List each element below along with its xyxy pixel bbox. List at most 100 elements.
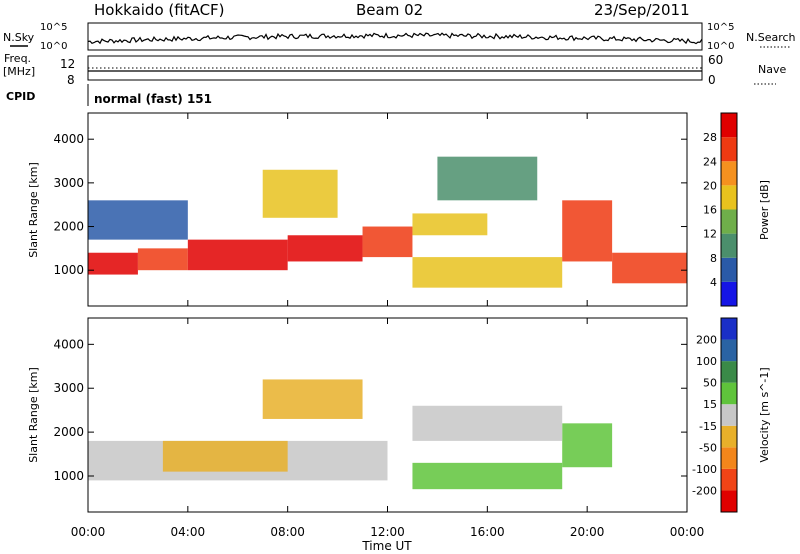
velocity-panel-frame	[87, 317, 688, 513]
colorbar-swatch	[721, 281, 737, 306]
velocity-region	[562, 423, 613, 468]
velocity-colorbar: 200 100 50 15 -15 -50 -100 -200	[692, 317, 738, 513]
velocity-y-label: Slant Range [km]	[27, 367, 40, 463]
x-tick-label: 12:00	[370, 525, 405, 539]
noise-sky-line	[87, 32, 703, 45]
colorbar-swatch	[721, 361, 737, 383]
cpid-label: CPID	[6, 90, 35, 103]
noise-trace	[87, 32, 703, 45]
x-tick-label: 20:00	[570, 525, 605, 539]
nave-axis-bottom: 0	[708, 73, 716, 87]
power-colorbar-label: Power [dB]	[758, 180, 771, 240]
y-tick-label: 4000	[53, 337, 84, 351]
power-region	[187, 239, 288, 271]
power-colorbar-tick: 16	[703, 204, 717, 217]
y-tick-label: 3000	[53, 176, 84, 190]
x-tick-label: 08:00	[270, 525, 305, 539]
noise-axis-top-right: 10^5	[707, 22, 734, 33]
date-title: 23/Sep/2011	[594, 1, 690, 19]
velocity-colorbar-tick: -100	[692, 463, 717, 476]
velocity-colorbar-label: Velocity [m s^-1]	[758, 367, 771, 462]
velocity-colorbar-tick: -15	[699, 420, 717, 433]
x-tick-label: 16:00	[470, 525, 505, 539]
y-tick-label: 1000	[53, 469, 84, 483]
y-tick-label: 2000	[53, 220, 84, 234]
velocity-colorbar-tick: 15	[703, 398, 717, 411]
nsky-label: N.Sky	[3, 31, 35, 44]
power-y-axis: 1000 2000 3000 4000	[53, 132, 687, 277]
colorbar-swatch	[721, 404, 737, 426]
power-region	[562, 200, 613, 262]
power-colorbar-tick: 24	[703, 155, 717, 168]
noise-axis-bottom-right: 10^0	[707, 41, 734, 52]
velocity-colorbar-tick: -50	[699, 441, 717, 454]
power-region	[412, 257, 563, 288]
freq-axis-bottom: 8	[67, 73, 75, 87]
power-colorbar-tick: 8	[710, 252, 717, 265]
nave-axis-top: 60	[708, 53, 723, 67]
nsearch-label: N.Search	[746, 31, 796, 44]
colorbar-swatch	[721, 209, 737, 234]
freq-label: Freq.	[4, 52, 31, 65]
velocity-region	[412, 405, 563, 441]
velocity-data	[88, 379, 613, 490]
velocity-region	[262, 379, 363, 419]
colorbar-swatch	[721, 113, 737, 138]
station-title: Hokkaido (fitACF)	[94, 1, 225, 19]
noise-axis-bottom-left: 10^0	[40, 41, 67, 52]
freq-axis-top: 12	[60, 57, 75, 71]
colorbar-swatch	[721, 318, 737, 340]
power-region	[412, 213, 488, 236]
velocity-colorbar-tick: 200	[696, 334, 717, 347]
power-y-label: Slant Range [km]	[27, 162, 40, 258]
colorbar-swatch	[721, 490, 737, 512]
y-tick-label: 1000	[53, 263, 84, 277]
power-data	[88, 156, 687, 288]
power-region	[287, 235, 363, 262]
x-tick-label: 00:00	[670, 525, 705, 539]
time-axis: 00:00 04:00 08:00 12:00 16:00 20:00 00:00	[71, 113, 705, 539]
y-tick-label: 4000	[53, 132, 84, 146]
power-region	[137, 248, 188, 271]
power-colorbar-tick: 20	[703, 179, 717, 192]
velocity-colorbar-tick: -200	[692, 484, 717, 497]
colorbar-swatch	[721, 447, 737, 469]
power-region	[612, 252, 687, 284]
time-axis-label: Time UT	[361, 539, 412, 553]
colorbar-swatch	[721, 161, 737, 186]
power-colorbar-tick: 28	[703, 131, 717, 144]
velocity-region	[412, 462, 563, 490]
velocity-y-axis: 1000 2000 3000 4000	[53, 337, 687, 483]
freq-unit-label: [MHz]	[3, 65, 35, 78]
power-region	[262, 169, 338, 218]
power-region	[88, 252, 138, 275]
y-tick-label: 3000	[53, 381, 84, 395]
velocity-colorbar-tick: 100	[696, 355, 717, 368]
nave-label: Nave	[758, 63, 786, 76]
beam-title: Beam 02	[356, 1, 423, 19]
colorbar-frame	[720, 112, 738, 307]
colorbar-swatch	[721, 257, 737, 282]
x-tick-label: 00:00	[71, 525, 106, 539]
colorbar-swatch	[721, 137, 737, 162]
velocity-colorbar-tick: 50	[703, 377, 717, 390]
colorbar-swatch	[721, 425, 737, 448]
power-region	[88, 200, 188, 240]
noise-axis-top-left: 10^5	[40, 22, 67, 33]
x-tick-label: 04:00	[171, 525, 206, 539]
velocity-region	[162, 440, 288, 472]
colorbar-frame	[720, 317, 738, 513]
y-tick-label: 2000	[53, 425, 84, 439]
power-region	[437, 156, 538, 201]
power-colorbar: 4 8 12 16 20 24 28	[703, 112, 738, 307]
cpid-text: normal (fast) 151	[94, 92, 212, 106]
colorbar-swatch	[721, 468, 737, 491]
colorbar-swatch	[721, 233, 737, 258]
noise-panel-frame	[87, 22, 703, 51]
power-region	[362, 226, 413, 258]
power-colorbar-tick: 12	[703, 228, 717, 241]
colorbar-swatch	[721, 382, 737, 405]
power-colorbar-tick: 4	[710, 276, 717, 289]
colorbar-swatch	[721, 339, 737, 362]
